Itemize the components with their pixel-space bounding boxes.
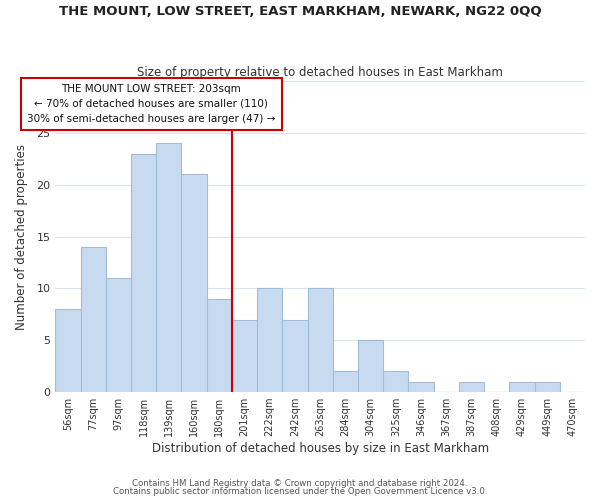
Bar [535, 382, 560, 392]
Bar [80, 247, 106, 392]
Bar [156, 144, 181, 392]
Bar [383, 372, 409, 392]
Bar [409, 382, 434, 392]
Y-axis label: Number of detached properties: Number of detached properties [15, 144, 28, 330]
Bar [232, 320, 257, 392]
Bar [131, 154, 156, 392]
Bar [55, 309, 80, 392]
Text: Contains public sector information licensed under the Open Government Licence v3: Contains public sector information licen… [113, 487, 487, 496]
Bar [509, 382, 535, 392]
Bar [206, 299, 232, 392]
Bar [459, 382, 484, 392]
Text: THE MOUNT LOW STREET: 203sqm
← 70% of detached houses are smaller (110)
30% of s: THE MOUNT LOW STREET: 203sqm ← 70% of de… [27, 84, 275, 124]
Text: Contains HM Land Registry data © Crown copyright and database right 2024.: Contains HM Land Registry data © Crown c… [132, 478, 468, 488]
Bar [358, 340, 383, 392]
Bar [308, 288, 333, 392]
Bar [333, 372, 358, 392]
Bar [181, 174, 206, 392]
Text: THE MOUNT, LOW STREET, EAST MARKHAM, NEWARK, NG22 0QQ: THE MOUNT, LOW STREET, EAST MARKHAM, NEW… [59, 5, 541, 18]
Bar [283, 320, 308, 392]
Bar [257, 288, 283, 392]
Bar [106, 278, 131, 392]
Title: Size of property relative to detached houses in East Markham: Size of property relative to detached ho… [137, 66, 503, 78]
X-axis label: Distribution of detached houses by size in East Markham: Distribution of detached houses by size … [152, 442, 489, 455]
